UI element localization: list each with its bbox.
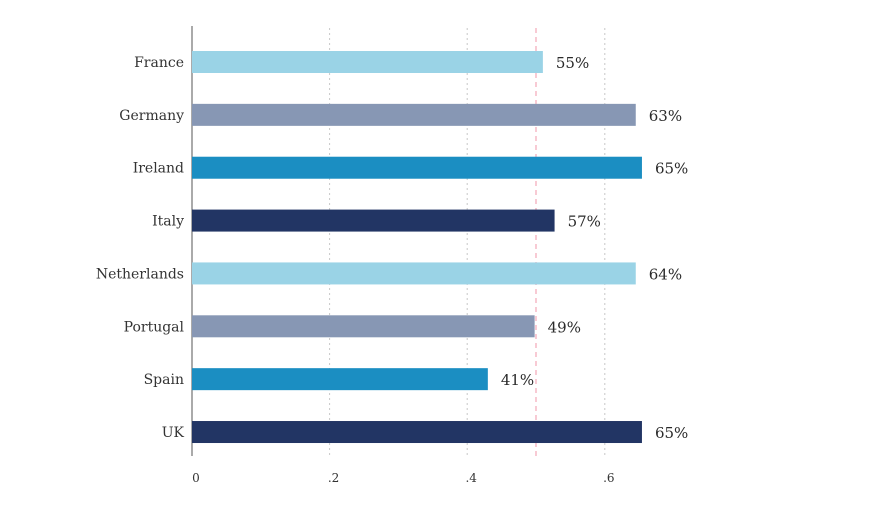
x-tick-label-0: 0: [192, 471, 200, 485]
value-label-germany: 63%: [649, 107, 682, 125]
bar-germany: [192, 103, 636, 126]
category-label-france: France: [134, 55, 184, 71]
value-label-uk: 65%: [655, 424, 688, 442]
value-label-italy: 57%: [568, 213, 601, 231]
bar-spain: [192, 368, 488, 391]
bar-uk: [192, 421, 642, 444]
bar-italy: [192, 209, 555, 232]
category-label-portugal: Portugal: [124, 319, 185, 335]
value-label-france: 55%: [556, 54, 589, 72]
value-label-spain: 41%: [501, 371, 534, 389]
category-label-germany: Germany: [119, 108, 184, 124]
value-label-portugal: 49%: [548, 318, 581, 336]
category-label-spain: Spain: [144, 372, 184, 388]
bar-france: [192, 51, 543, 73]
value-label-netherlands: 64%: [649, 265, 682, 283]
category-label-uk: UK: [162, 425, 185, 441]
bar-ireland: [192, 156, 642, 179]
bar-netherlands: [192, 262, 636, 285]
category-label-netherlands: Netherlands: [96, 266, 184, 282]
value-label-ireland: 65%: [655, 160, 688, 178]
x-tick-label-1: .2: [328, 471, 339, 485]
x-tick-label-2: .4: [465, 471, 477, 485]
category-label-italy: Italy: [152, 214, 184, 230]
category-label-ireland: Ireland: [133, 161, 184, 177]
bar-portugal: [192, 315, 535, 338]
x-tick-label-3: .6: [603, 471, 614, 485]
